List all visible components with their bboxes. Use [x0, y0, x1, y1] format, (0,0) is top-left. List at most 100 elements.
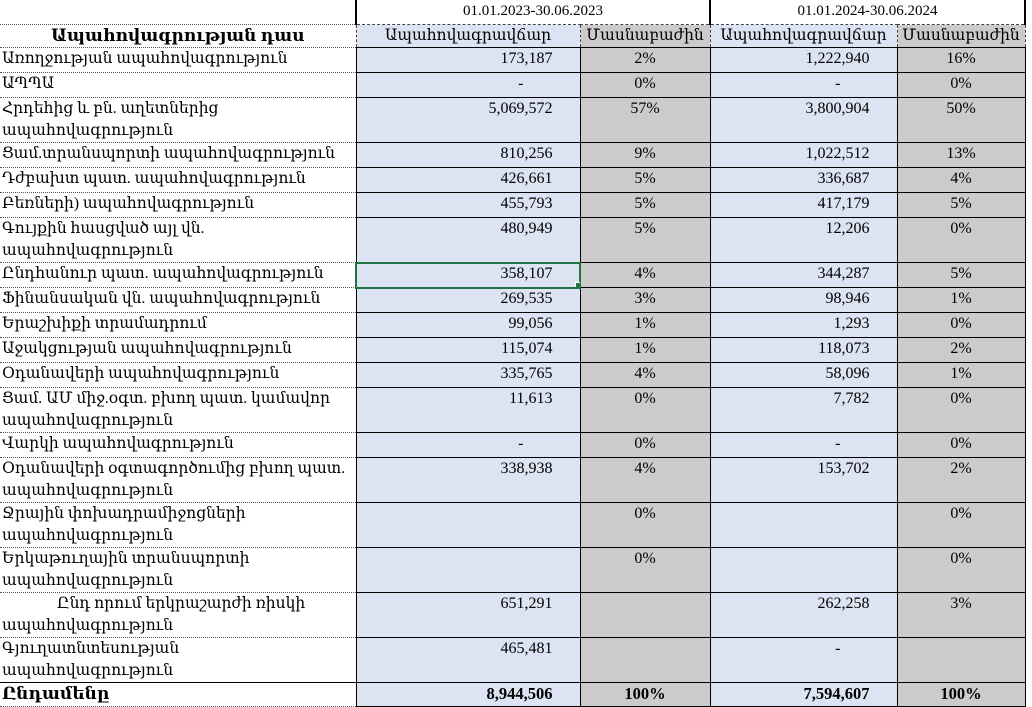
share-2024-cell[interactable]: 0% — [896, 432, 1026, 458]
share-2024-cell[interactable]: 0% — [896, 547, 1026, 593]
class-label-cell[interactable]: Աջակցության ապահովագրություն — [0, 337, 356, 363]
share-2023-cell[interactable]: 0% — [579, 502, 711, 548]
premium-2024-cell[interactable]: 1,293 — [709, 312, 898, 338]
share-2024-cell[interactable]: 0% — [896, 502, 1026, 548]
premium-2023-cell[interactable] — [355, 547, 581, 593]
premium-2024-cell[interactable]: 417,179 — [709, 192, 898, 218]
share-2024-cell[interactable] — [896, 637, 1026, 683]
share-2024-cell[interactable]: 0% — [896, 217, 1026, 263]
class-label-cell[interactable]: Ցամ. ԱՄ միջ.օգտ. բխող պատ. կամավոր ապահո… — [0, 387, 356, 433]
premium-2024-cell[interactable]: 344,287 — [709, 262, 898, 288]
class-label-cell[interactable]: Ընդ որում երկրաշարժի ռիսկի ապահովագրությ… — [0, 592, 356, 638]
class-label-cell[interactable]: Ջրային փոխադրամիջոցների ապահովագրություն — [0, 502, 356, 548]
period-2023-header[interactable]: 01.01.2023-30.06.2023 — [355, 0, 710, 25]
share-2023-cell[interactable]: 1% — [579, 337, 711, 363]
share-2023-cell[interactable]: 0% — [579, 547, 711, 593]
premium-2024-cell[interactable]: 7,782 — [709, 387, 898, 433]
share-2023-cell[interactable]: 0% — [579, 387, 711, 433]
class-label-cell[interactable]: Ընդհանուր պատ. ապահովագրություն — [0, 262, 356, 288]
share-2024-cell[interactable]: 13% — [896, 142, 1026, 168]
premium-2023-column-header[interactable]: Ապահովագրավճար — [355, 24, 581, 48]
period-2024-header[interactable]: 01.01.2024-30.06.2024 — [709, 0, 1026, 25]
share-2023-cell[interactable]: 2% — [579, 47, 711, 73]
premium-2024-cell[interactable]: - — [709, 637, 898, 683]
premium-2023-cell[interactable] — [355, 502, 581, 548]
class-label-cell[interactable]: Երաշխիքի տրամադրում — [0, 312, 356, 338]
premium-2024-cell[interactable]: 98,946 — [709, 287, 898, 313]
class-label-cell[interactable]: Օդանավերի ապահովագրություն — [0, 362, 356, 388]
premium-2024-cell[interactable]: 118,073 — [709, 337, 898, 363]
share-2023-cell[interactable]: 5% — [579, 167, 711, 193]
share-2023-cell[interactable] — [579, 592, 711, 638]
share-2024-cell[interactable]: 3% — [896, 592, 1026, 638]
share-2024-cell[interactable]: 16% — [896, 47, 1026, 73]
premium-2023-cell[interactable]: 11,613 — [355, 387, 581, 433]
premium-2023-cell[interactable]: 480,949 — [355, 217, 581, 263]
class-label-cell[interactable]: Ֆինանսական վն. ապահովագրություն — [0, 287, 356, 313]
premium-2023-cell[interactable]: 115,074 — [355, 337, 581, 363]
share-2024-cell[interactable]: 4% — [896, 167, 1026, 193]
total-premium-2024-cell[interactable]: 7,594,607 — [709, 682, 898, 707]
premium-2023-cell[interactable]: 465,481 — [355, 637, 581, 683]
premium-2024-cell[interactable] — [709, 502, 898, 548]
share-2024-cell[interactable]: 0% — [896, 387, 1026, 433]
premium-2024-cell[interactable]: 12,206 — [709, 217, 898, 263]
premium-2023-cell[interactable]: 338,938 — [355, 457, 581, 503]
class-label-cell[interactable]: Վարկի ապահովագրություն — [0, 432, 356, 458]
premium-2023-cell[interactable]: 269,535 — [355, 287, 581, 313]
class-column-header[interactable]: Ապահովագրության դաս — [0, 24, 356, 48]
total-premium-2023-cell[interactable]: 8,944,506 — [355, 682, 581, 707]
premium-2023-cell[interactable]: 426,661 — [355, 167, 581, 193]
premium-2024-cell[interactable]: - — [709, 432, 898, 458]
class-label-cell[interactable]: Դժբախտ պատ. ապահովագրություն — [0, 167, 356, 193]
share-2023-column-header[interactable]: Մասնաբաժին — [579, 24, 711, 48]
premium-2023-cell[interactable]: 455,793 — [355, 192, 581, 218]
premium-2024-cell[interactable]: 262,258 — [709, 592, 898, 638]
premium-2024-cell[interactable]: 58,096 — [709, 362, 898, 388]
share-2023-cell[interactable]: 3% — [579, 287, 711, 313]
premium-2024-cell[interactable]: 153,702 — [709, 457, 898, 503]
premium-2023-cell[interactable]: - — [355, 432, 581, 458]
premium-2024-cell[interactable]: 3,800,904 — [709, 97, 898, 143]
premium-2024-cell[interactable]: - — [709, 72, 898, 98]
premium-2024-cell[interactable]: 1,022,512 — [709, 142, 898, 168]
premium-2024-column-header[interactable]: Ապահովագրավճար — [709, 24, 898, 48]
share-2024-cell[interactable]: 0% — [896, 72, 1026, 98]
class-label-cell[interactable]: Ցամ.տրանսպորտի ապահովագրություն — [0, 142, 356, 168]
premium-2023-cell[interactable]: 358,107 — [355, 261, 581, 289]
share-2024-cell[interactable]: 2% — [896, 337, 1026, 363]
class-label-cell[interactable]: Հրդեհից և բն. աղետներից ապահովագրություն — [0, 97, 356, 143]
premium-2024-cell[interactable] — [709, 547, 898, 593]
class-label-cell[interactable]: Օդանավերի օգտագործումից բխող պատ. ապահով… — [0, 457, 356, 503]
share-2024-cell[interactable]: 1% — [896, 362, 1026, 388]
share-2024-cell[interactable]: 0% — [896, 312, 1026, 338]
share-2023-cell[interactable] — [579, 637, 711, 683]
premium-2023-cell[interactable]: 99,056 — [355, 312, 581, 338]
premium-2024-cell[interactable]: 1,222,940 — [709, 47, 898, 73]
premium-2023-cell[interactable]: 335,765 — [355, 362, 581, 388]
class-label-cell[interactable]: Բեռների) ապահովագրություն — [0, 192, 356, 218]
class-label-cell[interactable]: Գույքին հասցված այլ վն. ապահովագրություն — [0, 217, 356, 263]
class-label-cell[interactable]: Առողջության ապահովագրություն — [0, 47, 356, 73]
share-2023-cell[interactable]: 1% — [579, 312, 711, 338]
share-2023-cell[interactable]: 0% — [579, 72, 711, 98]
share-2023-cell[interactable]: 4% — [579, 262, 711, 288]
share-2024-cell[interactable]: 5% — [896, 192, 1026, 218]
corner-cell[interactable] — [0, 0, 356, 25]
premium-2023-cell[interactable]: 5,069,572 — [355, 97, 581, 143]
premium-2023-cell[interactable]: 810,256 — [355, 142, 581, 168]
share-2023-cell[interactable]: 5% — [579, 217, 711, 263]
premium-2023-cell[interactable]: 173,187 — [355, 47, 581, 73]
total-label[interactable]: Ընդամենը — [0, 682, 356, 707]
premium-2023-cell[interactable]: 651,291 — [355, 592, 581, 638]
share-2023-cell[interactable]: 4% — [579, 457, 711, 503]
share-2023-cell[interactable]: 57% — [579, 97, 711, 143]
share-2024-cell[interactable]: 50% — [896, 97, 1026, 143]
class-label-cell[interactable]: ԱՊՊԱ — [0, 72, 356, 98]
share-2023-cell[interactable]: 9% — [579, 142, 711, 168]
premium-2023-cell[interactable]: - — [355, 72, 581, 98]
share-2024-column-header[interactable]: Մասնաբաժին — [896, 24, 1026, 48]
total-share-2023-cell[interactable]: 100% — [579, 682, 711, 707]
total-share-2024-cell[interactable]: 100% — [896, 682, 1026, 707]
share-2024-cell[interactable]: 2% — [896, 457, 1026, 503]
